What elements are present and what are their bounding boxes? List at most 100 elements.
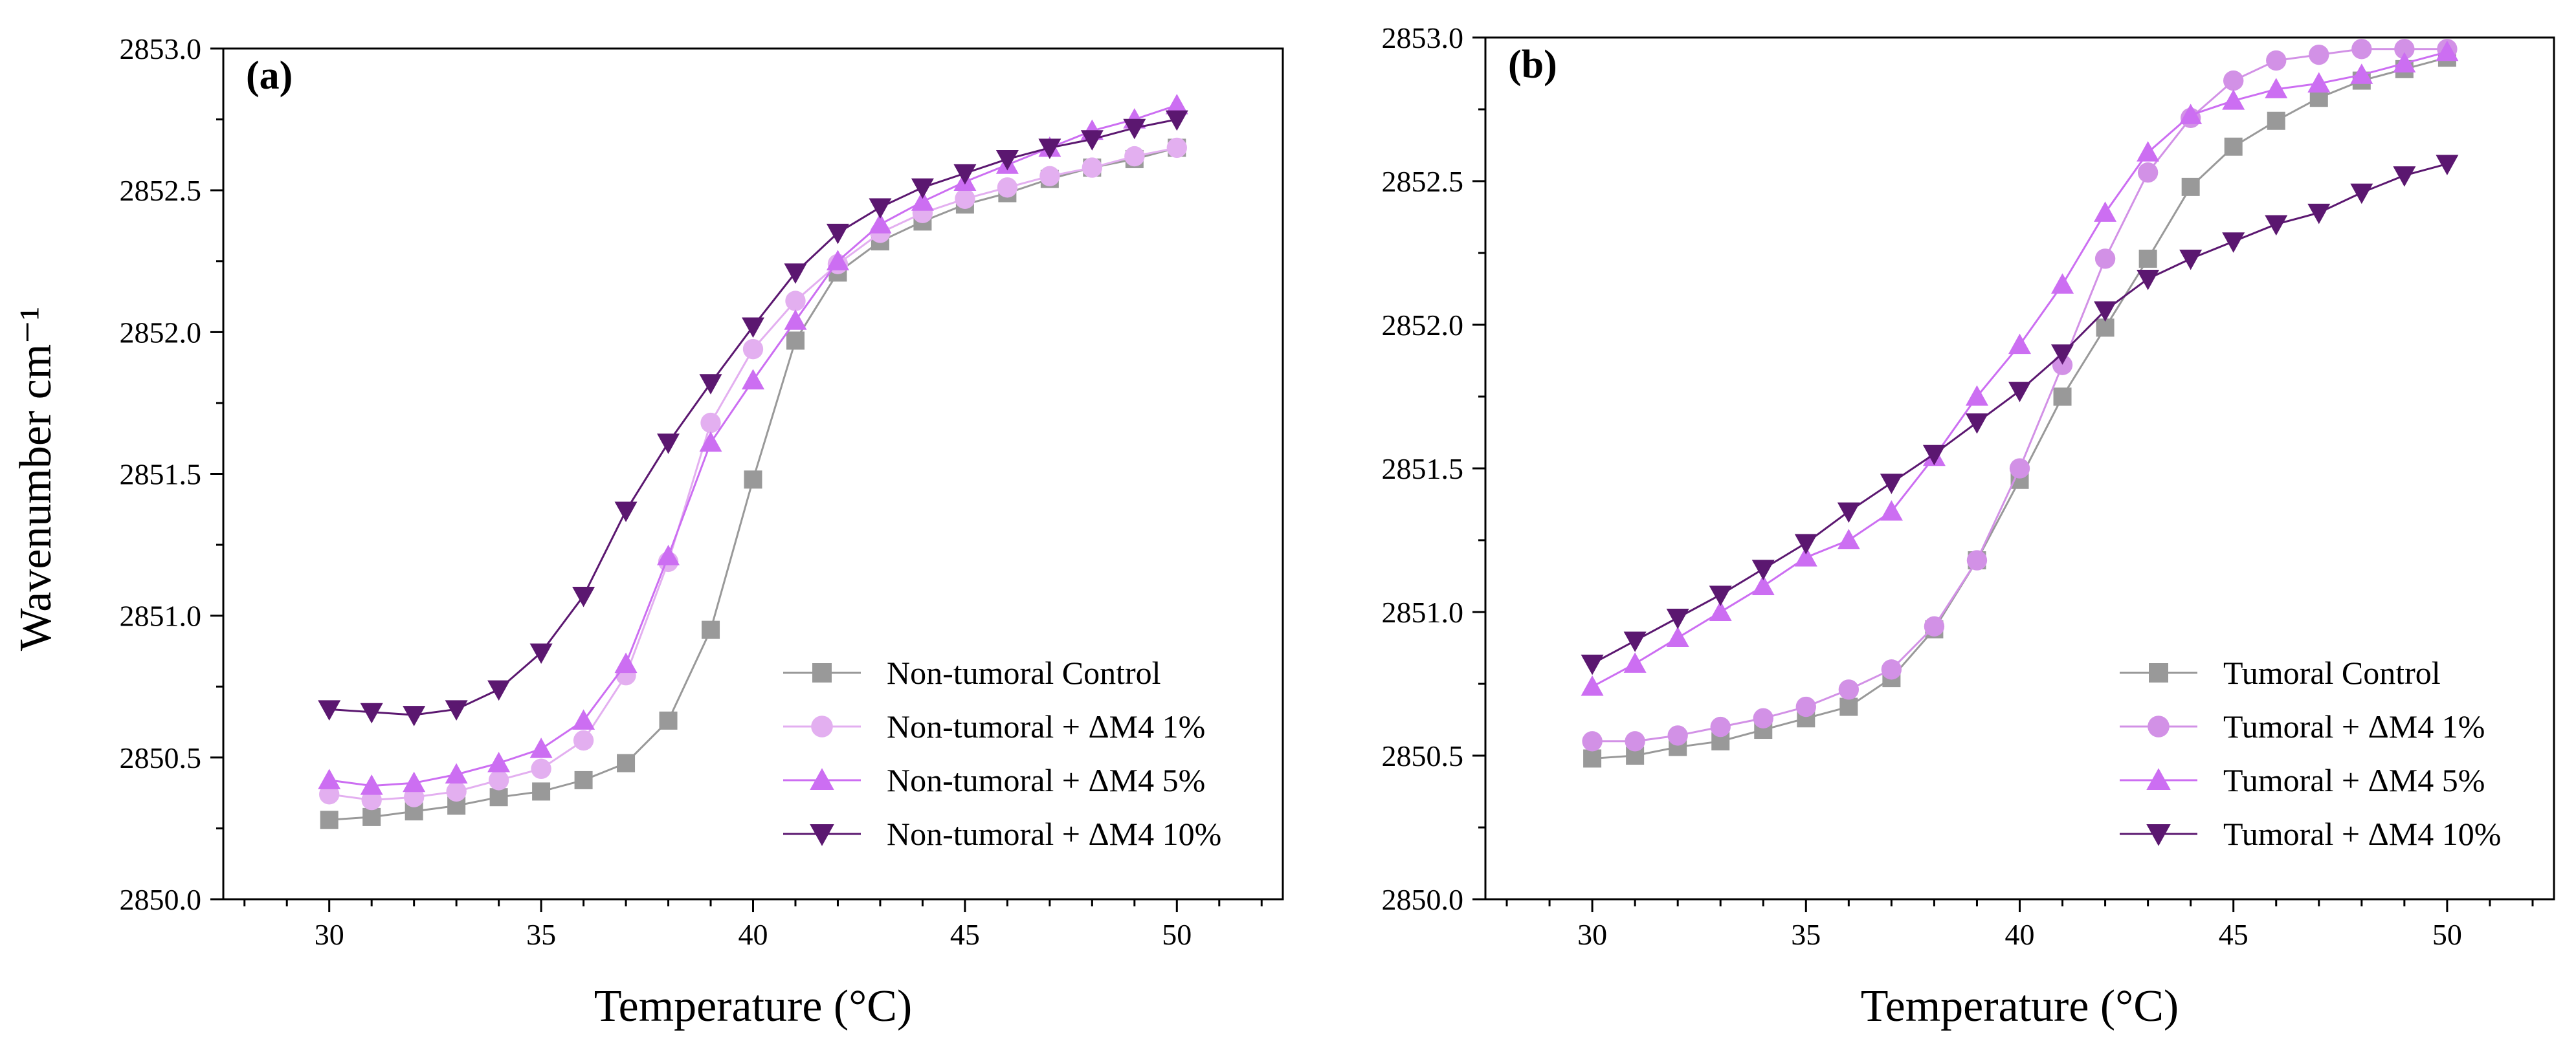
data-point (1124, 146, 1145, 167)
y-axis-title: Wavenumber cm⁻¹ (11, 307, 61, 651)
data-point (911, 178, 934, 199)
data-point (617, 754, 636, 772)
data-point (1966, 550, 1988, 571)
data-point (487, 680, 511, 701)
data-point (531, 758, 551, 780)
y-tick-label: 2853.0 (1382, 21, 1464, 54)
y-tick-label: 2851.5 (120, 458, 202, 491)
data-point (995, 149, 1019, 171)
data-point (869, 213, 892, 234)
data-point (489, 788, 508, 807)
data-point (574, 771, 593, 789)
data-point (742, 369, 764, 389)
x-tick-label: 35 (526, 918, 556, 951)
data-point (2094, 301, 2117, 322)
data-point (2307, 72, 2331, 93)
y-tick-label: 2850.0 (1382, 883, 1464, 916)
legend-marker (2148, 716, 2170, 738)
data-point (2222, 89, 2245, 110)
legend-label: Non-tumoral Control (887, 655, 1161, 691)
series-2 (319, 137, 1187, 811)
legend-marker (811, 716, 833, 738)
data-point (1751, 560, 1775, 580)
data-point (2137, 269, 2160, 290)
data-point (532, 782, 551, 801)
data-point (487, 752, 511, 772)
panel-label: (a) (246, 54, 293, 98)
data-point (318, 769, 341, 789)
legend-label: Non-tumoral + ΔM4 1% (887, 708, 1205, 745)
data-point (699, 374, 722, 395)
data-point (657, 545, 680, 565)
data-point (1839, 697, 1858, 716)
data-point (1583, 749, 1602, 768)
data-point (1794, 534, 1817, 554)
series-4 (1581, 155, 2459, 675)
data-point (826, 250, 849, 270)
data-point (2266, 50, 2287, 71)
data-point (826, 223, 849, 245)
x-tick-label: 45 (2219, 918, 2248, 951)
data-point (403, 771, 426, 793)
data-point (2051, 344, 2074, 365)
data-point (2179, 249, 2203, 270)
data-point (1038, 138, 1061, 159)
data-point (2309, 44, 2329, 65)
data-point (1881, 659, 1902, 680)
data-point (403, 706, 426, 727)
data-point (319, 784, 340, 805)
data-point (2051, 273, 2074, 294)
data-point (953, 164, 977, 185)
data-point (1837, 502, 1860, 523)
data-point (488, 770, 509, 791)
data-point (2094, 248, 2116, 269)
legend-marker (812, 663, 832, 683)
data-point (1924, 616, 1945, 637)
y-tick-label: 2850.0 (120, 883, 202, 916)
data-point (320, 811, 339, 829)
data-point (2179, 104, 2203, 124)
legend-label: Non-tumoral + ΔM4 5% (887, 762, 1205, 798)
series-line (1592, 56, 2448, 760)
data-point (1753, 708, 1773, 728)
data-point (785, 290, 806, 311)
data-point (1623, 631, 1647, 652)
data-point (2267, 111, 2285, 130)
data-point (2265, 78, 2288, 98)
data-point (2094, 201, 2117, 222)
data-point (1880, 474, 1903, 494)
x-tick-label: 50 (2432, 918, 2462, 951)
data-point (1795, 696, 1816, 717)
data-point (2393, 166, 2416, 187)
data-point (1039, 166, 1060, 186)
data-point (2350, 183, 2373, 204)
data-point (360, 774, 383, 795)
data-point (1625, 731, 1645, 752)
data-point (2138, 249, 2157, 268)
data-point (1166, 137, 1187, 159)
panel-b: 30 35 40 45 50 2850.0 2850.5 2851.0 2851.5 2852.0… (1382, 21, 2555, 1031)
data-point (869, 198, 892, 219)
data-point (1581, 654, 1604, 675)
legend-label: Tumoral Control (2223, 655, 2441, 691)
series-3 (1581, 40, 2459, 696)
legend-marker (810, 824, 834, 846)
y-tick-label: 2851.0 (120, 600, 202, 633)
legend: Tumoral Control Tumoral + ΔM4 1% Tumoral +… (2120, 655, 2501, 852)
x-tick-label: 45 (950, 918, 980, 951)
data-point (2008, 333, 2031, 355)
data-point (1709, 600, 1732, 621)
data-point (742, 317, 764, 338)
y-tick-label: 2852.0 (120, 316, 202, 349)
y-tick-label: 2852.5 (1382, 165, 1464, 198)
data-point (657, 433, 680, 454)
x-tick-label: 40 (2005, 918, 2035, 951)
legend-marker (810, 768, 834, 790)
x-tick-label: 30 (315, 918, 344, 951)
x-tick-label: 30 (1577, 918, 1607, 951)
data-point (614, 652, 638, 673)
data-point (2394, 39, 2415, 60)
data-point (1880, 500, 1903, 521)
data-point (1710, 716, 1731, 738)
data-point (1123, 118, 1146, 140)
